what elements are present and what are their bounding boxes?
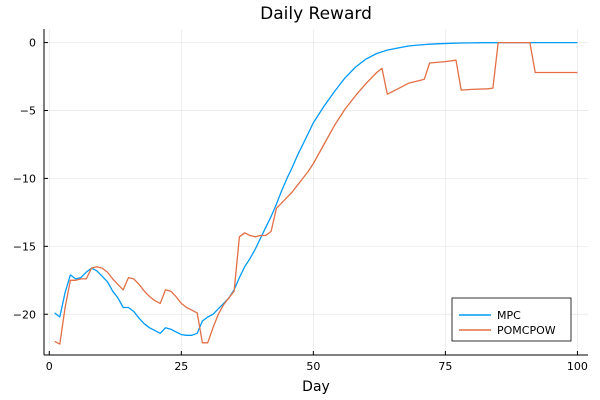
- legend-box: [451, 297, 572, 342]
- y-tick-label: −5: [20, 105, 36, 118]
- chart-title: Daily Reward: [260, 4, 372, 24]
- series-lines: [54, 41, 578, 345]
- y-tick-label: −20: [13, 308, 36, 321]
- x-tick-label: 0: [46, 360, 53, 373]
- x-tick-label: 100: [567, 360, 588, 373]
- x-tick-label: 25: [174, 360, 188, 373]
- x-tick-label: 50: [306, 360, 320, 373]
- legend-label-pomcpow: POMCPOW: [497, 324, 556, 337]
- tick-labels: 0 25 50 75 100 0 −5 −10 −15 −20: [13, 37, 588, 373]
- x-axis-label: Day: [302, 379, 330, 395]
- series-line-mpc: [54, 41, 578, 336]
- x-tick-label: 75: [438, 360, 452, 373]
- series-line-pomcpow: [54, 41, 578, 345]
- axes: [43, 29, 588, 356]
- y-tick-label: 0: [29, 37, 36, 50]
- y-tick-label: −15: [13, 240, 36, 253]
- legend: MPC POMCPOW: [451, 297, 572, 342]
- legend-label-mpc: MPC: [497, 309, 521, 322]
- y-tick-label: −10: [13, 172, 36, 185]
